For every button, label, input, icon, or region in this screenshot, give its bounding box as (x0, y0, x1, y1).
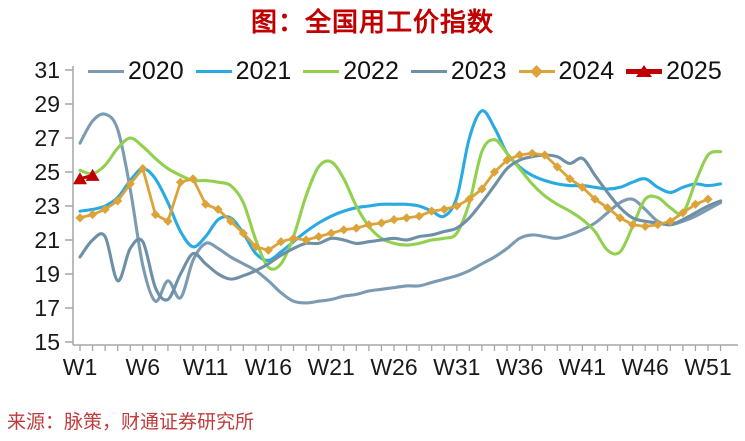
svg-text:W36: W36 (496, 354, 543, 380)
svg-text:W21: W21 (308, 354, 355, 380)
chart-title: 图：全国用工价指数 (250, 8, 494, 38)
svg-text:29: 29 (34, 91, 60, 117)
svg-text:W6: W6 (126, 354, 161, 380)
legend-swatch-2025-icon (626, 60, 663, 84)
legend: 2020 2021 2022 2023 2024 2025 (88, 59, 722, 84)
svg-text:31: 31 (34, 57, 60, 83)
svg-text:W26: W26 (370, 354, 417, 380)
legend-item-2025: 2025 (626, 59, 722, 84)
source-note: 来源：脉策，财通证券研究所 (7, 411, 255, 433)
legend-swatch-2020-icon (88, 60, 124, 84)
legend-item-2023: 2023 (410, 57, 507, 85)
legend-swatch-2023-icon (410, 60, 447, 84)
legend-swatch-2022-icon (303, 60, 340, 84)
svg-text:W11: W11 (183, 354, 229, 380)
legend-label: 2020 (128, 57, 184, 85)
legend-item-2020: 2020 (88, 59, 184, 84)
legend-swatch-2021-icon (195, 60, 232, 84)
triangle-marker-icon (636, 64, 653, 77)
legend-label: 2024 (558, 57, 615, 85)
svg-text:21: 21 (34, 227, 60, 253)
legend-item-2022: 2022 (303, 59, 399, 84)
legend-swatch-2024-icon (518, 60, 555, 84)
diamond-marker-icon (529, 64, 543, 78)
legend-item-2024: 2024 (518, 57, 615, 85)
svg-text:W51: W51 (684, 354, 731, 380)
svg-text:W41: W41 (559, 354, 606, 380)
svg-text:19: 19 (34, 261, 60, 287)
svg-text:W31: W31 (433, 354, 480, 380)
legend-label: 2023 (450, 57, 507, 85)
svg-text:W46: W46 (622, 354, 669, 380)
svg-text:W16: W16 (245, 354, 292, 380)
legend-label: 2021 (235, 57, 292, 85)
legend-label: 2025 (666, 57, 722, 85)
svg-text:15: 15 (34, 329, 60, 355)
legend-label: 2022 (343, 57, 399, 85)
legend-item-2021: 2021 (195, 57, 292, 85)
svg-text:23: 23 (34, 193, 60, 219)
svg-text:25: 25 (34, 159, 60, 185)
svg-text:17: 17 (34, 295, 60, 321)
svg-text:W1: W1 (63, 354, 98, 380)
svg-text:27: 27 (34, 125, 60, 151)
